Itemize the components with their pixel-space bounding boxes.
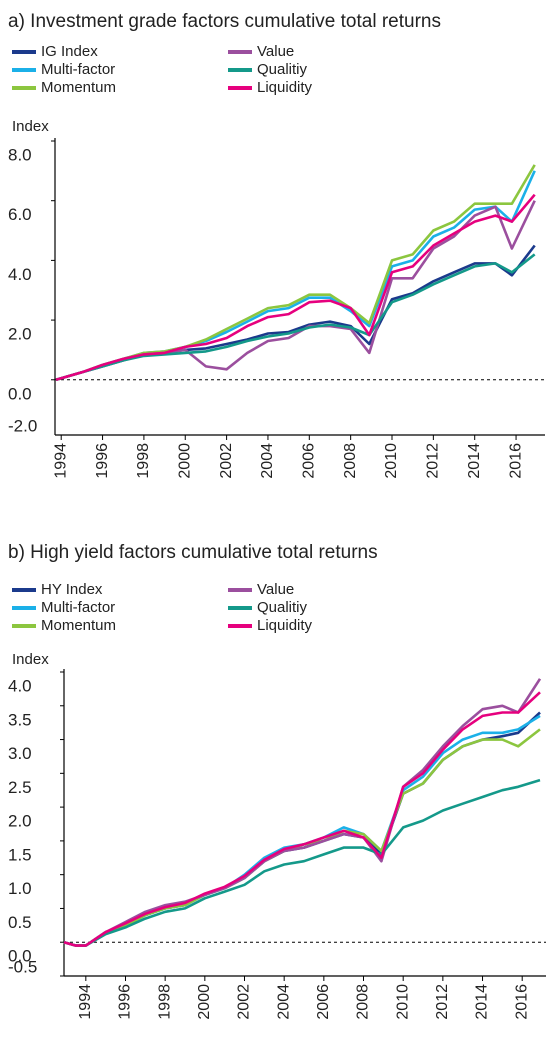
series-line	[63, 778, 541, 947]
y-tick-label: 0.0	[8, 947, 32, 966]
y-axis-label: Index	[12, 118, 49, 135]
x-tick-label: 2006	[315, 984, 332, 1020]
chart-title: a) Investment grade factors cumulative t…	[8, 11, 441, 32]
legend-label: Liquidity	[257, 617, 313, 634]
y-tick-label: 0.0	[8, 384, 32, 403]
series-line	[63, 711, 541, 947]
y-tick-label: 6.0	[8, 205, 32, 224]
y-tick-label: 2.0	[8, 812, 32, 831]
series-line	[63, 714, 541, 947]
x-tick-label: 2008	[342, 443, 359, 479]
legend-label: Qualitiy	[257, 61, 308, 78]
x-tick-label: 2004	[259, 443, 276, 479]
y-tick-label: 0.5	[8, 913, 32, 932]
legend-label: Qualitiy	[257, 599, 308, 616]
chart-title: b) High yield factors cumulative total r…	[8, 542, 378, 563]
legend-label: Value	[257, 581, 294, 598]
x-tick-label: 1994	[52, 443, 69, 479]
y-tick-label: -0.5	[8, 957, 37, 976]
legend-label: IG Index	[41, 43, 98, 60]
series-line	[55, 193, 536, 382]
x-tick-label: 2010	[383, 443, 400, 479]
y-tick-label: 1.0	[8, 879, 32, 898]
legend-label: Value	[257, 43, 294, 60]
y-tick-label: -2.0	[8, 416, 37, 435]
x-tick-label: 2016	[513, 984, 530, 1020]
x-tick-label: 1998	[156, 984, 173, 1020]
x-tick-label: 2014	[466, 443, 483, 479]
series-line	[63, 678, 542, 947]
y-tick-label: 1.5	[8, 845, 32, 864]
x-tick-label: 2012	[425, 443, 442, 479]
y-tick-label: 8.0	[8, 145, 32, 164]
x-tick-label: 2004	[275, 984, 292, 1020]
legend-label: Momentum	[41, 79, 116, 96]
y-axis-label: Index	[12, 651, 49, 668]
series-line	[55, 253, 536, 382]
x-tick-label: 2006	[301, 443, 318, 479]
y-tick-label: 4.0	[8, 265, 32, 284]
series-line	[55, 170, 536, 382]
x-tick-label: 2000	[196, 984, 213, 1020]
x-tick-label: 2002	[236, 984, 253, 1020]
x-tick-label: 2012	[434, 984, 451, 1020]
y-tick-label: 3.5	[8, 710, 32, 729]
x-tick-label: 2010	[394, 984, 411, 1020]
x-tick-label: 1998	[135, 443, 152, 479]
x-tick-label: 1996	[117, 984, 134, 1020]
x-tick-label: 1996	[94, 443, 111, 479]
x-tick-label: 1994	[77, 984, 94, 1020]
legend-label: Liquidity	[257, 79, 313, 96]
x-tick-label: 2002	[218, 443, 235, 479]
series-line	[63, 728, 541, 947]
legend-label: Momentum	[41, 617, 116, 634]
x-tick-label: 2014	[474, 984, 491, 1020]
legend-label: Multi-factor	[41, 599, 115, 616]
x-tick-label: 2000	[176, 443, 193, 479]
y-tick-label: 4.0	[8, 676, 32, 695]
series-line	[63, 691, 541, 947]
x-tick-label: 2016	[507, 443, 524, 479]
x-tick-label: 2008	[355, 984, 372, 1020]
legend-label: Multi-factor	[41, 61, 115, 78]
y-tick-label: 3.0	[8, 744, 32, 763]
y-tick-label: 2.0	[8, 325, 32, 344]
y-tick-label: 2.5	[8, 778, 32, 797]
legend-label: HY Index	[41, 581, 103, 598]
